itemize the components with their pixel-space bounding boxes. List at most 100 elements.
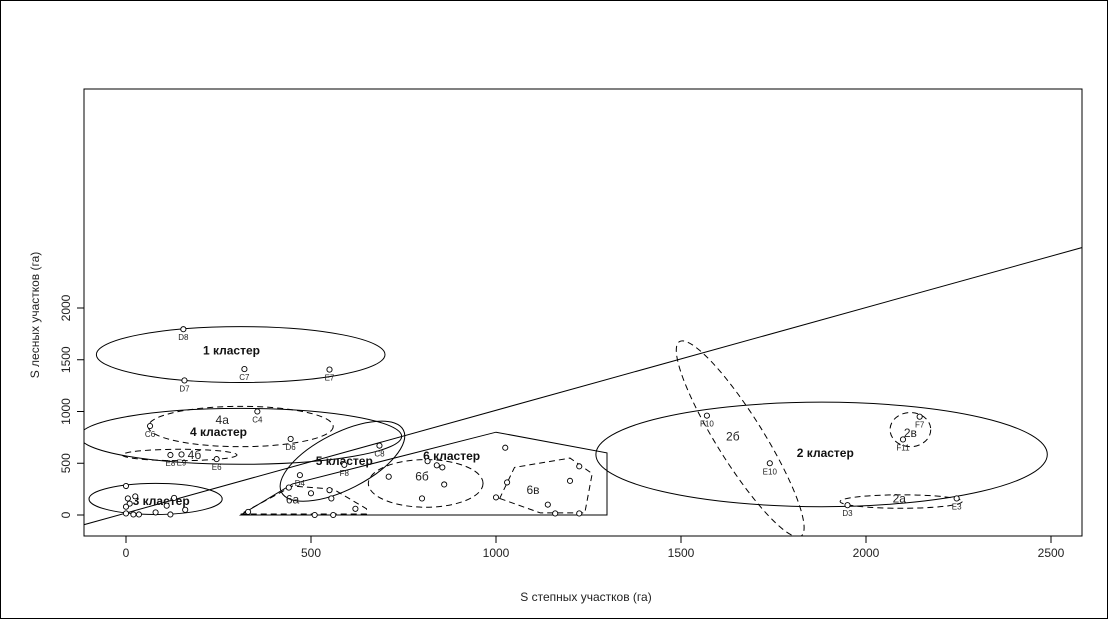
data-point <box>916 413 923 420</box>
data-point-label: F7 <box>915 421 925 430</box>
data-point <box>122 482 130 490</box>
cluster-label: 2в <box>904 426 917 440</box>
data-point-label: E6 <box>212 463 222 472</box>
data-point <box>418 495 426 502</box>
data-point <box>122 510 130 517</box>
x-tick-label: 2000 <box>853 546 880 560</box>
data-point <box>178 451 185 458</box>
x-tick-label: 0 <box>123 546 130 560</box>
data-point <box>180 326 187 333</box>
data-point <box>296 472 303 479</box>
data-point-label: E7 <box>325 374 335 383</box>
data-point <box>552 510 559 517</box>
data-point <box>766 460 773 467</box>
data-point <box>844 502 851 509</box>
x-tick-label: 1000 <box>483 546 510 560</box>
data-point <box>122 503 130 510</box>
data-point <box>152 509 159 516</box>
cluster-outline <box>499 457 593 514</box>
data-point <box>241 366 248 373</box>
data-point-label: F10 <box>700 420 714 429</box>
data-point-label: E9 <box>177 458 187 467</box>
data-point-label: D4 <box>295 479 306 488</box>
plot-area-box <box>83 88 1083 537</box>
data-point <box>181 377 188 384</box>
data-point <box>352 505 359 512</box>
y-tick-label: 500 <box>59 453 73 473</box>
cluster-label: 6а <box>286 492 300 506</box>
x-tick-label: 2500 <box>1038 546 1065 560</box>
x-axis-label: S степных участков (га) <box>520 590 651 604</box>
cluster-outline <box>839 494 963 509</box>
data-point <box>167 451 174 459</box>
data-point <box>566 477 574 484</box>
cluster-label: 4б <box>188 448 202 462</box>
data-point <box>285 484 292 491</box>
cluster-label: 4 кластер <box>190 425 247 439</box>
data-point <box>146 422 154 430</box>
cluster-label: 5 кластер <box>316 454 373 468</box>
data-point <box>953 495 960 502</box>
data-point <box>502 444 509 451</box>
data-point <box>439 464 446 471</box>
data-point <box>441 481 448 488</box>
data-point <box>385 473 392 480</box>
cluster-outline <box>367 459 484 508</box>
data-point <box>341 461 348 468</box>
y-axis-label: S лесных участков (га) <box>28 252 42 379</box>
data-point <box>424 458 431 465</box>
data-point-label: D8 <box>178 333 189 342</box>
data-point <box>254 408 261 415</box>
cluster-label: 6б <box>415 470 429 484</box>
data-point <box>213 456 220 463</box>
data-point <box>171 494 178 501</box>
x-tick-label: 1500 <box>668 546 695 560</box>
data-point <box>326 366 333 373</box>
data-point <box>163 502 170 509</box>
cluster-outline <box>240 485 367 515</box>
data-point <box>492 494 500 501</box>
data-point <box>307 490 315 497</box>
y-tick-label: 1000 <box>59 398 73 425</box>
cluster-label: 6в <box>526 483 539 497</box>
cluster-outline <box>84 407 403 465</box>
data-point-label: E8 <box>166 459 176 468</box>
data-point-label: E10 <box>763 467 778 476</box>
data-point <box>576 463 583 470</box>
data-point <box>311 511 318 519</box>
cluster-label: 3 кластер <box>133 494 190 508</box>
cluster-label: 2б <box>726 429 740 443</box>
data-point-label: C7 <box>239 373 250 382</box>
data-point <box>135 511 142 518</box>
data-point <box>167 511 174 518</box>
y-tick-label: 2000 <box>59 294 73 321</box>
diagonal-line <box>84 247 1082 526</box>
data-point-label: F8 <box>340 469 350 478</box>
y-tick-label: 0 <box>59 511 73 518</box>
cluster-outline <box>121 448 238 462</box>
data-point <box>245 508 252 515</box>
data-point <box>124 495 131 502</box>
cluster-label: 6 кластер <box>423 449 480 463</box>
cluster-outline <box>889 412 932 448</box>
data-point-label: F11 <box>896 443 910 452</box>
data-point-label: C8 <box>374 450 385 459</box>
data-point <box>376 442 383 449</box>
cluster-outline <box>95 326 386 384</box>
data-point <box>899 436 907 443</box>
x-tick-label: 500 <box>301 546 321 560</box>
data-point-label: D7 <box>179 384 190 393</box>
data-point <box>504 479 511 486</box>
cluster-label: 1 кластер <box>203 343 260 357</box>
data-point <box>326 487 333 494</box>
data-point <box>703 412 710 419</box>
data-point <box>130 511 137 518</box>
data-point <box>576 510 583 517</box>
data-point <box>328 495 335 502</box>
data-point <box>433 462 440 469</box>
cluster-label: 2а <box>893 491 907 505</box>
data-point-label: D3 <box>842 509 853 518</box>
cluster-label: 4а <box>216 413 230 427</box>
